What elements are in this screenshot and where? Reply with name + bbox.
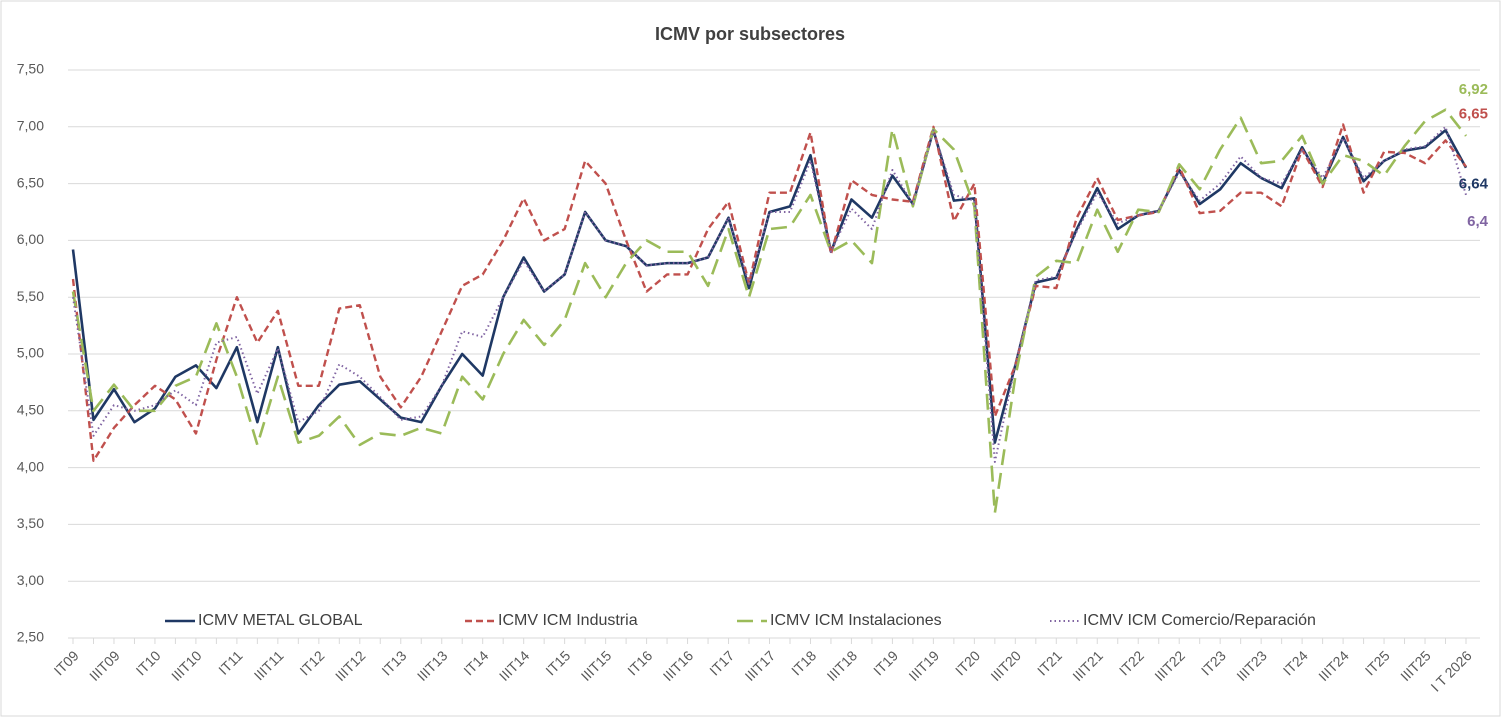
legend-label: ICMV METAL GLOBAL <box>198 612 363 629</box>
series-line <box>72 125 1467 463</box>
series-line <box>71 128 1468 444</box>
chart-title: ICMV por subsectores <box>655 24 845 44</box>
y-tick-label: 5,50 <box>17 288 44 304</box>
legend-item: ICMV ICM Instalaciones <box>737 612 942 629</box>
series-line <box>71 123 1467 462</box>
legend-label: ICMV ICM Instalaciones <box>770 612 942 629</box>
legend-label: ICMV ICM Industria <box>498 612 638 629</box>
y-tick-label: 5,00 <box>17 345 44 361</box>
y-tick-label: 2,50 <box>17 629 44 645</box>
y-tick-label: 3,00 <box>17 572 44 588</box>
legend-label: ICMV ICM Comercio/Reparación <box>1083 612 1316 629</box>
y-tick-label: 4,50 <box>17 402 44 418</box>
y-tick-label: 4,00 <box>17 458 44 474</box>
legend-item: ICMV METAL GLOBAL <box>165 612 363 629</box>
y-tick-label: 7,00 <box>17 118 44 134</box>
legend-item: ICMV ICM Industria <box>465 612 638 629</box>
data-label: 6,64 <box>1459 176 1489 193</box>
y-tick-label: 6,50 <box>17 174 44 190</box>
series-line <box>71 108 1468 515</box>
y-tick-label: 3,50 <box>17 515 44 531</box>
y-tick-label: 7,50 <box>17 61 44 77</box>
data-label: 6,92 <box>1459 81 1488 98</box>
data-label: 6,65 <box>1459 106 1488 123</box>
legend-item: ICMV ICM Comercio/Reparación <box>1050 612 1316 629</box>
data-label: 6,4 <box>1467 213 1489 230</box>
y-tick-label: 6,00 <box>17 231 44 247</box>
